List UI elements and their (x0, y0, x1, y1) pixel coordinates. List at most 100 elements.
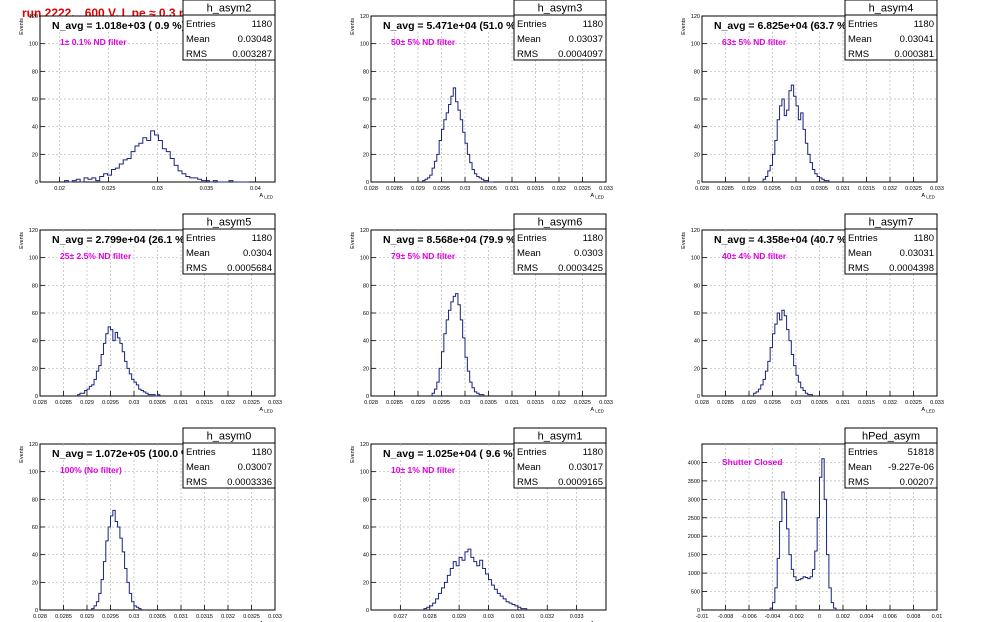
y-tick-label: 500 (691, 590, 700, 596)
navg-label: N_avg = 8.568e+04 (79.9 %) (383, 234, 519, 246)
x-tick-label: 0.028 (33, 400, 47, 406)
navg-label: N_avg = 2.799e+04 (26.1 %) (52, 234, 188, 246)
x-tick-label: 0.0305 (149, 400, 166, 406)
y-tick-label: 0 (35, 608, 38, 614)
panel-h_asym4: 0.028 0.0285 0.029 0.0295 0.03 0.0305 0.031 0.0… (681, 0, 944, 200)
stats-value: 0.0005684 (227, 263, 272, 274)
x-tick-label: -0.002 (788, 614, 804, 620)
stats-label: Mean (517, 462, 541, 473)
x-tick-label: -0.008 (718, 614, 734, 620)
filter-label: 1± 0.1% ND filter (60, 37, 127, 47)
y-tick-label: 0 (366, 180, 369, 186)
stats-label: RMS (186, 477, 207, 488)
x-tick-label: 0.031 (174, 614, 188, 620)
x-tick-label: 0 (818, 614, 821, 620)
navg-box (375, 446, 547, 460)
y-tick-label: 0 (697, 180, 700, 186)
x-tick-label: 0.028 (364, 400, 378, 406)
x-tick-label: 0.025 (102, 186, 116, 192)
y-tick-label: 40 (694, 339, 700, 345)
navg-label: N_avg = 1.018e+03 ( 0.9 %) (52, 20, 185, 32)
y-tick-label: 80 (32, 69, 38, 75)
y-tick-label: 100 (360, 256, 369, 262)
y-tick-label: 60 (32, 311, 38, 317)
stats-value: 1180 (583, 19, 603, 30)
histogram-line (423, 548, 528, 610)
y-tick-label: 0 (697, 394, 700, 400)
stats-label: Mean (848, 248, 872, 259)
x-tick-label: 0.028 (33, 614, 47, 620)
y-tick-label: 80 (363, 283, 369, 289)
y-axis-title: Events (681, 232, 687, 249)
stats-value: 1180 (914, 233, 934, 244)
y-tick-label: 0 (366, 608, 369, 614)
x-tick-label: 0.031 (505, 186, 519, 192)
stats-label: RMS (517, 263, 538, 274)
y-tick-label: 20 (694, 366, 700, 372)
y-tick-label: 80 (32, 283, 38, 289)
y-tick-label: 40 (32, 339, 38, 345)
x-tick-label: 0.029 (80, 614, 94, 620)
x-tick-label: 0.029 (80, 400, 94, 406)
x-tick-label: 0.03 (791, 186, 802, 192)
x-tick-label: 0.029 (411, 186, 425, 192)
y-axis-title: Events (350, 232, 356, 249)
stats-label: Entries (848, 19, 878, 30)
histogram-line (762, 84, 830, 182)
stats-title: h_asym5 (207, 217, 252, 229)
stats-label: Entries (848, 447, 878, 458)
y-tick-label: 120 (360, 228, 369, 234)
stats-box (844, 427, 938, 489)
stats-label: Entries (848, 233, 878, 244)
y-tick-label: 60 (694, 97, 700, 103)
stats-value: 0.03048 (238, 34, 272, 45)
navg-label: N_avg = 1.025e+04 ( 9.6 %) (383, 448, 516, 460)
x-tick-label: 0.031 (174, 400, 188, 406)
x-tick-label: 0.031 (511, 614, 525, 620)
y-tick-label: 60 (694, 311, 700, 317)
stats-value: 1180 (252, 447, 272, 458)
x-tick-label: 0.0325 (574, 400, 591, 406)
panel-hPed_asym: -0.01 -0.008 -0.006 -0.004 -0.002 0 0.002 0.004… (688, 427, 942, 620)
stats-value: 0.03017 (569, 462, 603, 473)
x-tick-label: 0.028 (364, 186, 378, 192)
stats-label: RMS (517, 477, 538, 488)
filter-label: 50± 5% ND filter (391, 37, 456, 47)
stats-label: Mean (517, 34, 541, 45)
x-tick-label: -0.004 (765, 614, 781, 620)
x-tick-label: 0.0325 (243, 614, 260, 620)
y-tick-label: 80 (694, 283, 700, 289)
x-tick-label: 0.0305 (149, 614, 166, 620)
stats-title: h_asym7 (869, 217, 914, 229)
stats-value: 0.0004398 (889, 263, 934, 274)
stats-label: Entries (186, 233, 216, 244)
y-tick-label: 3000 (688, 497, 700, 503)
x-tick-label: 0.0315 (527, 186, 544, 192)
y-tick-label: 1000 (688, 571, 700, 577)
x-tick-label: 0.028 (695, 186, 709, 192)
x-tick-label: 0.0305 (811, 400, 828, 406)
x-tick-label: 0.035 (200, 186, 214, 192)
panel-h_asym6: 0.028 0.0285 0.029 0.0295 0.03 0.0305 0.031 0.0… (350, 213, 613, 414)
navg-box (375, 232, 547, 246)
y-tick-label: 3500 (688, 479, 700, 485)
y-axis-title: Events (350, 446, 356, 463)
navg-label: N_avg = 6.825e+04 (63.7 %) (714, 20, 850, 32)
histogram-line (422, 87, 494, 183)
x-tick-label: 0.03 (129, 614, 140, 620)
y-tick-label: 40 (32, 553, 38, 559)
stats-value: 0.0304 (243, 248, 272, 259)
stats-label: RMS (186, 49, 207, 60)
x-tick-label: 0.03 (460, 400, 471, 406)
x-tick-label: 0.02 (54, 186, 65, 192)
y-tick-label: 60 (32, 525, 38, 531)
filter-label: Shutter Closed (722, 457, 782, 467)
stats-value: 1180 (252, 19, 272, 30)
x-tick-label: 0.031 (505, 400, 519, 406)
stats-value: 0.0004097 (558, 49, 603, 60)
x-tick-label: 0.027 (393, 614, 407, 620)
stats-title: h_asym6 (538, 217, 583, 229)
stats-label: Entries (186, 19, 216, 30)
x-axis-title: A LED (590, 193, 604, 200)
panel-h_asym7: 0.028 0.0285 0.029 0.0295 0.03 0.0305 0.031 0.0… (681, 213, 944, 414)
